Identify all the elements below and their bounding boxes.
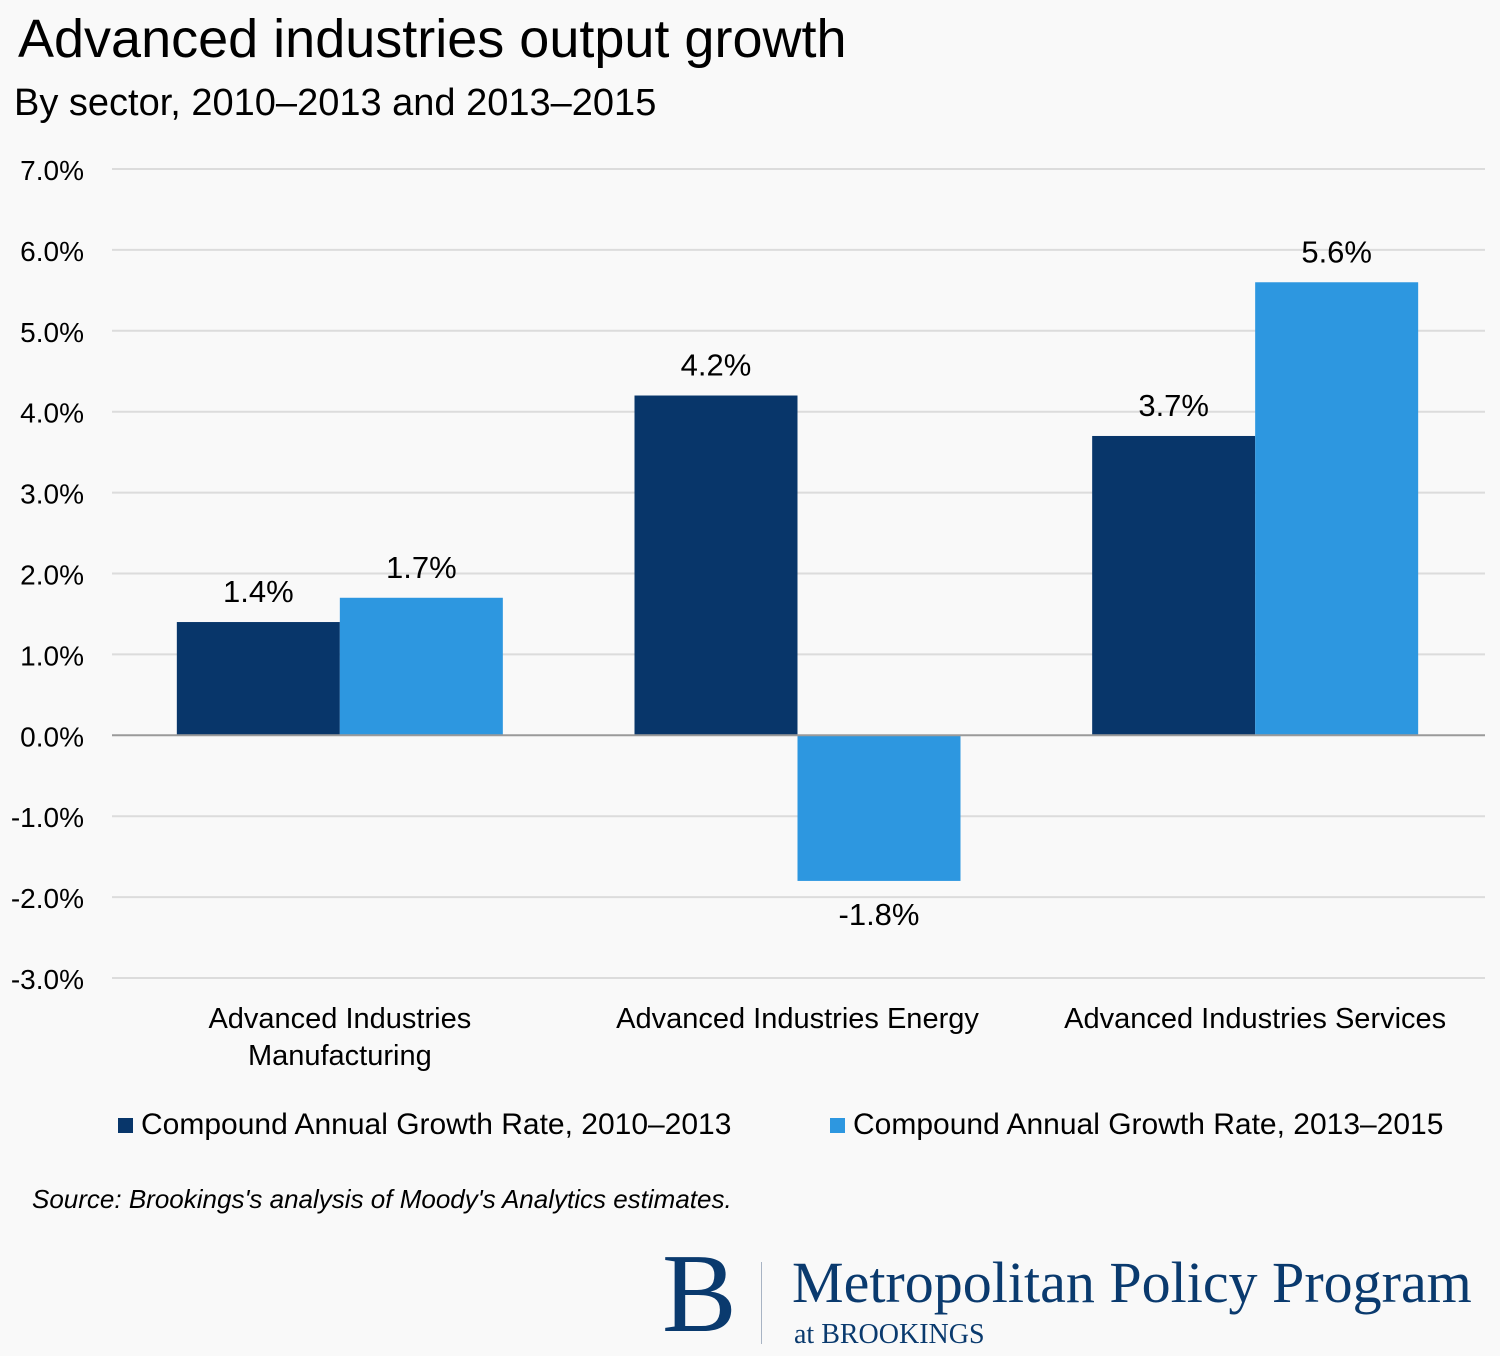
y-tick-label: -1.0% — [11, 802, 84, 833]
bar-2010-2013 — [1092, 435, 1256, 736]
legend-swatch-2013-2015 — [830, 1117, 845, 1133]
legend-label-2013-2015: Compound Annual Growth Rate, 2013–2015 — [853, 1108, 1444, 1141]
y-tick-label: -2.0% — [11, 883, 84, 914]
x-category-label: Advanced Industries Energy — [616, 1003, 979, 1035]
data-label: 1.7% — [386, 550, 457, 585]
bar-chart: 7.0% 6.0% 5.0% 4.0% 3.0% 2.0% 1.0% 0.0% -1.0% -2.… — [11, 155, 1485, 1072]
logo-b-mark: B — [662, 1232, 737, 1356]
y-tick-label: 3.0% — [20, 479, 84, 510]
bar-2013-2015 — [339, 597, 503, 736]
y-tick-label: 2.0% — [20, 560, 84, 591]
y-tick-label: 5.0% — [20, 317, 84, 348]
logo-divider — [761, 1262, 762, 1344]
logo-program-name: Metropolitan Policy Program — [792, 1250, 1472, 1315]
chart-title: Advanced industries output growth — [18, 9, 847, 69]
data-label: 3.7% — [1138, 388, 1209, 423]
y-tick-label: 6.0% — [20, 236, 84, 267]
brookings-logo: B Metropolitan Policy Program at BROOKIN… — [662, 1238, 1492, 1353]
y-tick-label: 4.0% — [20, 398, 84, 429]
legend-item-2010-2013: Compound Annual Growth Rate, 2010–2013 — [118, 1108, 731, 1142]
legend-label-2010-2013: Compound Annual Growth Rate, 2010–2013 — [141, 1108, 732, 1141]
data-label: 5.6% — [1301, 234, 1372, 269]
legend-item-2013-2015: Compound Annual Growth Rate, 2013–2015 — [830, 1108, 1443, 1142]
bar-2013-2015 — [1255, 282, 1419, 736]
legend-swatch-2010-2013 — [118, 1117, 133, 1133]
bar-2013-2015 — [797, 735, 961, 881]
x-category-label: Advanced Industries — [208, 1003, 471, 1035]
y-tick-label: 1.0% — [20, 640, 84, 671]
y-tick-label: -3.0% — [11, 964, 84, 995]
data-label: 1.4% — [223, 574, 294, 609]
data-label: 4.2% — [681, 348, 752, 383]
logo-subtitle: at BROOKINGS — [794, 1319, 985, 1350]
x-category-label: Advanced Industries Services — [1064, 1003, 1446, 1035]
bar-2010-2013 — [176, 622, 340, 736]
data-label: -1.8% — [839, 897, 920, 932]
y-tick-label: 0.0% — [20, 721, 84, 752]
legend: Compound Annual Growth Rate, 2010–2013 C… — [0, 1108, 1500, 1148]
y-tick-label: 7.0% — [20, 155, 84, 186]
source-note: Source: Brookings's analysis of Moody's … — [32, 1184, 732, 1214]
chart-subtitle: By sector, 2010–2013 and 2013–2015 — [14, 82, 657, 124]
x-category-label: Manufacturing — [248, 1040, 432, 1072]
bar-2010-2013 — [634, 395, 798, 736]
